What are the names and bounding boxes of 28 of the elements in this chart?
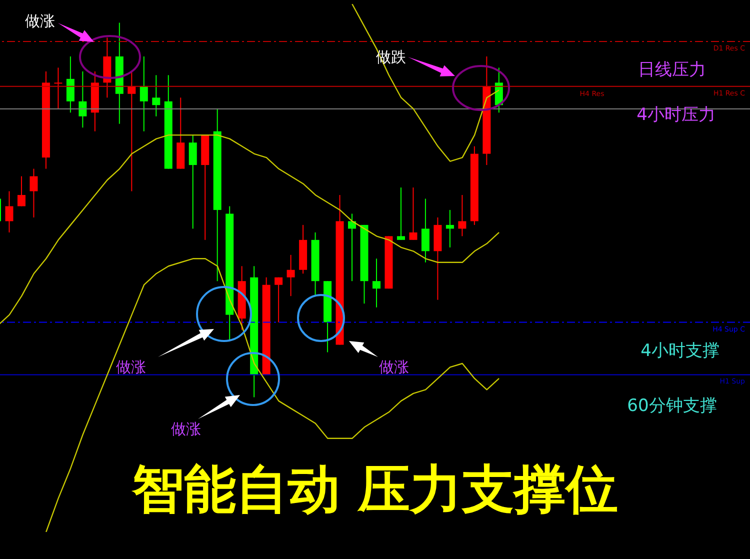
text: 60分钟支撑 [627, 396, 717, 416]
candlestick [446, 209, 454, 248]
text: 4小时压力 [636, 105, 716, 125]
candlestick [30, 168, 38, 218]
candlestick [17, 176, 26, 207]
candlestick [66, 56, 74, 114]
candlestick [348, 213, 356, 282]
candlestick [78, 70, 87, 128]
candlestick [188, 134, 197, 230]
candlestick [54, 67, 62, 110]
candlestick [409, 186, 418, 240]
candlestick [5, 190, 14, 233]
annotation: 做涨 [116, 358, 146, 376]
candlestick [286, 254, 295, 297]
candlestick [396, 186, 405, 240]
text: 日线压力 [638, 60, 706, 80]
annotation: 做涨 [25, 12, 55, 30]
candlestick [128, 70, 136, 192]
candlestick [458, 194, 466, 237]
candlestick [140, 56, 148, 132]
text: 做涨 [171, 420, 201, 438]
candlestick [372, 258, 380, 308]
annotation: 做涨 [379, 358, 409, 376]
candlestick [274, 276, 283, 323]
candlestick [152, 74, 160, 117]
text: 智能自动 压力支撑位 [130, 460, 618, 520]
candlestick [421, 198, 430, 263]
text: 4小时支撑 [640, 341, 720, 361]
